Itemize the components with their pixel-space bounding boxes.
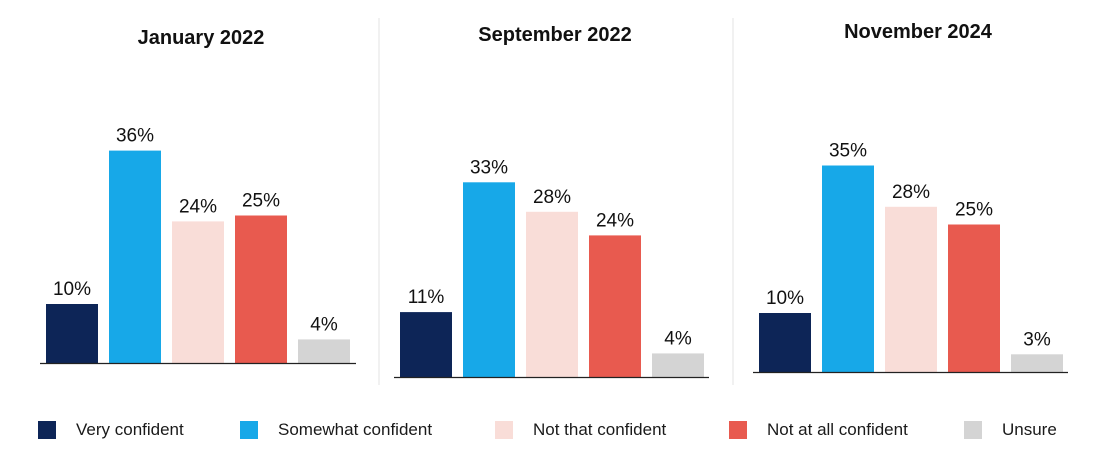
data-label-not-that-confident: 28% — [892, 182, 930, 203]
bar-not-at-all-confident — [235, 215, 287, 363]
panel-title: November 2024 — [844, 21, 993, 43]
panel-title: September 2022 — [478, 24, 631, 46]
bar-not-that-confident — [172, 221, 224, 363]
legend-swatch-somewhat-confident — [240, 421, 258, 439]
bar-somewhat-confident — [822, 165, 874, 372]
data-label-unsure: 3% — [1023, 329, 1051, 350]
data-label-very-confident: 11% — [408, 287, 445, 308]
legend-swatch-not-at-all-confident — [729, 421, 747, 439]
bar-very-confident — [400, 312, 452, 377]
data-label-somewhat-confident: 36% — [116, 126, 154, 147]
legend-swatch-not-that-confident — [495, 421, 513, 439]
bar-somewhat-confident — [463, 182, 515, 377]
legend-label-not-that-confident: Not that confident — [533, 420, 667, 439]
data-label-very-confident: 10% — [766, 288, 804, 309]
bar-unsure — [1011, 354, 1063, 372]
bar-somewhat-confident — [109, 150, 161, 363]
legend-swatch-very-confident — [38, 421, 56, 439]
bar-not-at-all-confident — [589, 235, 641, 377]
legend-swatch-unsure — [964, 421, 982, 439]
legend-item-somewhat-confident: Somewhat confident — [240, 418, 432, 442]
data-label-not-at-all-confident: 25% — [955, 200, 993, 221]
data-label-very-confident: 10% — [53, 279, 91, 300]
data-label-unsure: 4% — [664, 328, 692, 349]
panel-november-2024: November 2024 10% 35% 28% 25% 3% — [753, 21, 1068, 374]
data-label-not-that-confident: 28% — [533, 187, 571, 208]
data-label-somewhat-confident: 33% — [470, 157, 508, 178]
data-label-unsure: 4% — [310, 314, 338, 335]
legend-item-very-confident: Very confident — [38, 418, 184, 442]
data-label-not-at-all-confident: 24% — [596, 210, 634, 231]
data-label-not-at-all-confident: 25% — [242, 191, 280, 212]
bar-not-that-confident — [885, 206, 937, 372]
legend-label-unsure: Unsure — [1002, 420, 1057, 439]
legend-item-not-that-confident: Not that confident — [495, 418, 666, 442]
panel-january-2022: January 2022 10% 36% 24% 25% 4% — [40, 27, 356, 365]
legend-item-unsure: Unsure — [964, 418, 1057, 442]
legend: Very confident Somewhat confident Not th… — [0, 418, 1094, 444]
data-label-not-that-confident: 24% — [179, 196, 217, 217]
data-label-somewhat-confident: 35% — [829, 141, 867, 162]
panel-title: January 2022 — [138, 27, 265, 49]
legend-item-not-at-all-confident: Not at all confident — [729, 418, 908, 442]
bar-unsure — [298, 339, 350, 363]
bar-very-confident — [759, 313, 811, 372]
bar-not-at-all-confident — [948, 224, 1000, 372]
legend-label-very-confident: Very confident — [76, 420, 184, 439]
bar-unsure — [652, 353, 704, 377]
legend-label-not-at-all-confident: Not at all confident — [767, 420, 908, 439]
panel-september-2022: September 2022 11% 33% 28% 24% 4% — [394, 24, 709, 379]
bar-very-confident — [46, 304, 98, 363]
bar-not-that-confident — [526, 211, 578, 377]
legend-label-somewhat-confident: Somewhat confident — [278, 420, 433, 439]
